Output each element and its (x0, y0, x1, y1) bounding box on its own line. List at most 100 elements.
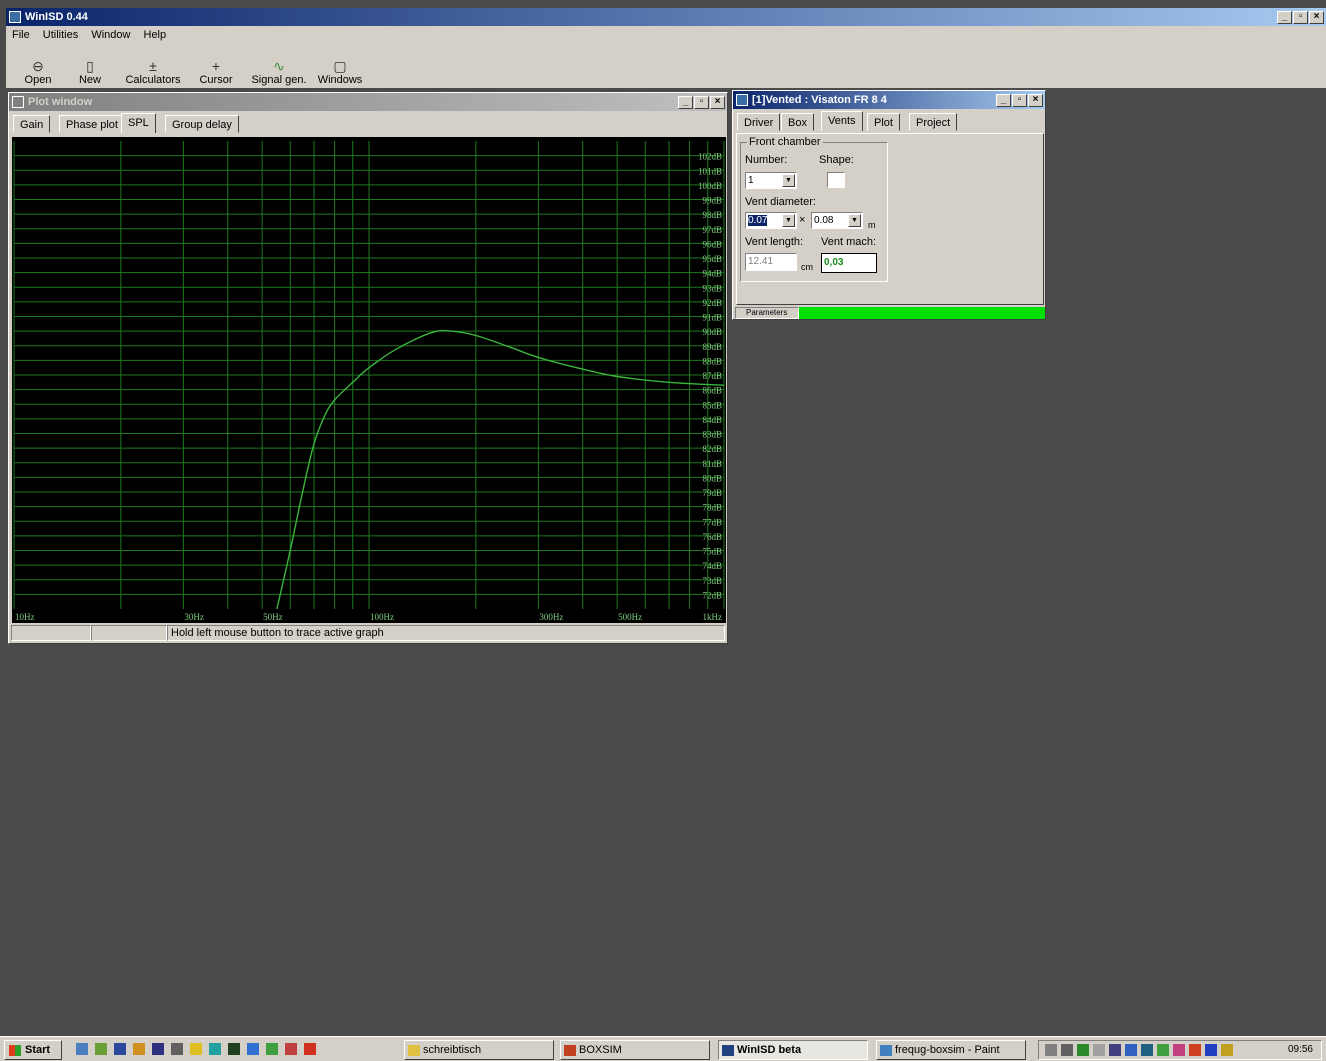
tab-plot[interactable]: Plot (867, 113, 900, 131)
minimize-icon[interactable]: _ (1277, 11, 1292, 24)
quicklaunch-icon[interactable] (171, 1043, 183, 1055)
window-controls: _ ▫ × (1277, 11, 1324, 24)
minimize-icon[interactable]: _ (678, 96, 693, 109)
number-select[interactable]: 1 ▼ (745, 172, 797, 189)
quicklaunch-icon[interactable] (228, 1043, 240, 1055)
chevron-down-icon[interactable]: ▼ (782, 214, 795, 227)
status-parameters: Parameters (735, 307, 799, 319)
tab-phase-plot[interactable]: Phase plot (59, 115, 125, 133)
y-tick-label: 81dB (702, 459, 722, 469)
new-button[interactable]: ▯ New (60, 52, 120, 86)
signal-gen-button[interactable]: ∿ Signal gen. (246, 52, 312, 86)
maximize-icon[interactable]: ▫ (694, 96, 709, 109)
tab-driver[interactable]: Driver (737, 113, 780, 131)
y-tick-label: 89dB (702, 342, 722, 352)
main-titlebar[interactable]: WinISD 0.44 _ ▫ × (6, 8, 1326, 26)
vent-diameter-2-select[interactable]: 0.08 ▼ (811, 212, 863, 229)
tray-icon[interactable] (1045, 1044, 1057, 1056)
tab-group-delay[interactable]: Group delay (165, 115, 239, 133)
tray-icon[interactable] (1077, 1044, 1089, 1056)
x-tick-label: 30Hz (184, 612, 204, 622)
x-tick-label: 10Hz (15, 612, 35, 622)
quicklaunch-icon[interactable] (190, 1043, 202, 1055)
chevron-down-icon[interactable]: ▼ (782, 174, 795, 187)
calculators-button[interactable]: ± Calculators (120, 52, 186, 86)
y-tick-label: 80dB (702, 473, 722, 483)
tab-spl[interactable]: SPL (121, 113, 156, 133)
y-tick-label: 98dB (702, 210, 722, 220)
signal-generator-icon: ∿ (273, 58, 285, 74)
task-schreibtisch[interactable]: schreibtisch (404, 1040, 554, 1060)
spl-chart[interactable]: 72dB73dB74dB75dB76dB77dB78dB79dB80dB81dB… (12, 137, 726, 623)
y-tick-label: 94dB (702, 269, 722, 279)
task-paint[interactable]: frequg-boxsim - Paint (876, 1040, 1026, 1060)
vent-length-field: 12.41 (745, 253, 797, 271)
clock: 09:56 (1288, 1044, 1313, 1055)
quick-launch (76, 1043, 318, 1057)
maximize-icon[interactable]: ▫ (1293, 11, 1308, 24)
menu-file[interactable]: File (12, 29, 30, 41)
y-tick-label: 85dB (702, 400, 722, 410)
menu-window[interactable]: Window (91, 29, 130, 41)
x-tick-label: 100Hz (370, 612, 394, 622)
tray-icon[interactable] (1061, 1044, 1073, 1056)
start-button[interactable]: Start (4, 1040, 62, 1060)
y-tick-label: 95dB (702, 254, 722, 264)
menu-utilities[interactable]: Utilities (43, 29, 78, 41)
tray-icon[interactable] (1125, 1044, 1137, 1056)
menu-help[interactable]: Help (144, 29, 167, 41)
x-tick-label: 1kHz (703, 612, 723, 622)
tab-project[interactable]: Project (909, 113, 957, 131)
y-tick-label: 91dB (702, 313, 722, 323)
plot-window-titlebar[interactable]: Plot window _ ▫ × (9, 93, 727, 111)
quicklaunch-icon[interactable] (247, 1043, 259, 1055)
tray-icon[interactable] (1109, 1044, 1121, 1056)
close-icon[interactable]: × (710, 96, 725, 109)
cursor-button[interactable]: + Cursor (186, 52, 246, 86)
minimize-icon[interactable]: _ (996, 94, 1011, 107)
quicklaunch-icon[interactable] (76, 1043, 88, 1055)
tray-icon[interactable] (1221, 1044, 1233, 1056)
new-document-icon: ▯ (86, 58, 94, 74)
tray-icon[interactable] (1173, 1044, 1185, 1056)
tray-icon[interactable] (1157, 1044, 1169, 1056)
windows-button[interactable]: ▢ Windows (312, 52, 368, 86)
tray-icon[interactable] (1093, 1044, 1105, 1056)
quicklaunch-icon[interactable] (209, 1043, 221, 1055)
quicklaunch-icon[interactable] (304, 1043, 316, 1055)
quicklaunch-icon[interactable] (266, 1043, 278, 1055)
y-tick-label: 101dB (698, 166, 722, 176)
quicklaunch-icon[interactable] (114, 1043, 126, 1055)
task-boxsim[interactable]: BOXSIM (560, 1040, 710, 1060)
tray-icons (1045, 1044, 1235, 1056)
vent-diameter-1-select[interactable]: 0.07 ▼ (745, 212, 797, 229)
tray-icon[interactable] (1205, 1044, 1217, 1056)
vented-window: [1]Vented : Visaton FR 8 4 _ ▫ × Driver … (732, 90, 1046, 320)
taskbar: Start schreibtisch BOXSIM WinISD beta fr… (0, 1036, 1326, 1061)
folder-icon (408, 1045, 420, 1056)
quicklaunch-icon[interactable] (95, 1043, 107, 1055)
x-tick-label: 500Hz (618, 612, 642, 622)
close-icon[interactable]: × (1309, 11, 1324, 24)
close-icon[interactable]: × (1028, 94, 1043, 107)
y-tick-label: 97dB (702, 225, 722, 235)
tab-gain[interactable]: Gain (13, 115, 50, 133)
shape-checkbox[interactable] (827, 172, 845, 188)
quicklaunch-icon[interactable] (285, 1043, 297, 1055)
quicklaunch-icon[interactable] (152, 1043, 164, 1055)
vented-window-titlebar[interactable]: [1]Vented : Visaton FR 8 4 _ ▫ × (733, 91, 1045, 109)
quicklaunch-icon[interactable] (133, 1043, 145, 1055)
number-label: Number: (745, 154, 787, 166)
maximize-icon[interactable]: ▫ (1012, 94, 1027, 107)
chevron-down-icon[interactable]: ▼ (848, 214, 861, 227)
times-sign: × (799, 214, 805, 226)
vented-window-title: [1]Vented : Visaton FR 8 4 (752, 94, 887, 106)
open-button[interactable]: ⊖ Open (16, 52, 60, 86)
plot-status-bar: Hold left mouse button to trace active g… (11, 625, 725, 641)
tab-box[interactable]: Box (781, 113, 814, 131)
y-tick-label: 88dB (702, 356, 722, 366)
tray-icon[interactable] (1189, 1044, 1201, 1056)
task-winisd-beta[interactable]: WinISD beta (718, 1040, 868, 1060)
tab-vents[interactable]: Vents (821, 111, 863, 131)
tray-icon[interactable] (1141, 1044, 1153, 1056)
